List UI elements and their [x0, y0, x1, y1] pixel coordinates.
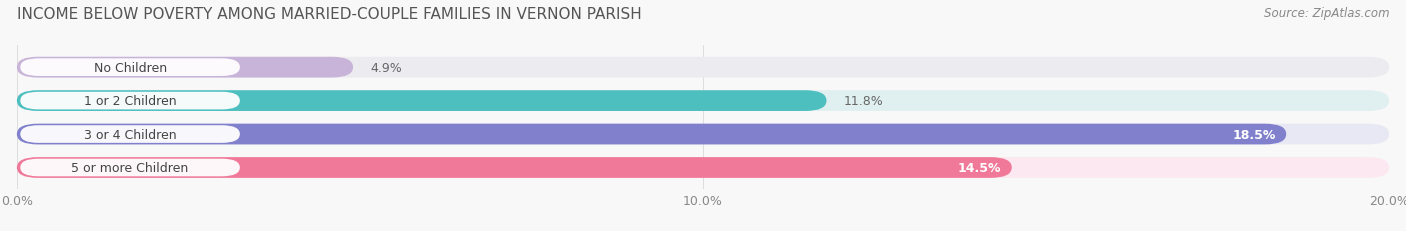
- FancyBboxPatch shape: [20, 159, 240, 176]
- Text: 1 or 2 Children: 1 or 2 Children: [84, 95, 176, 108]
- FancyBboxPatch shape: [17, 158, 1012, 178]
- Text: 3 or 4 Children: 3 or 4 Children: [84, 128, 176, 141]
- Text: Source: ZipAtlas.com: Source: ZipAtlas.com: [1264, 7, 1389, 20]
- FancyBboxPatch shape: [17, 158, 1389, 178]
- Text: 11.8%: 11.8%: [844, 95, 883, 108]
- FancyBboxPatch shape: [17, 58, 1389, 78]
- Text: 4.9%: 4.9%: [370, 61, 402, 74]
- Text: 5 or more Children: 5 or more Children: [72, 161, 188, 174]
- FancyBboxPatch shape: [20, 92, 240, 110]
- Text: No Children: No Children: [94, 61, 167, 74]
- Text: 14.5%: 14.5%: [957, 161, 1001, 174]
- Text: 18.5%: 18.5%: [1233, 128, 1275, 141]
- FancyBboxPatch shape: [17, 58, 353, 78]
- FancyBboxPatch shape: [17, 124, 1286, 145]
- FancyBboxPatch shape: [17, 91, 1389, 112]
- FancyBboxPatch shape: [17, 124, 1389, 145]
- FancyBboxPatch shape: [20, 126, 240, 143]
- FancyBboxPatch shape: [17, 91, 827, 112]
- FancyBboxPatch shape: [20, 59, 240, 77]
- Text: INCOME BELOW POVERTY AMONG MARRIED-COUPLE FAMILIES IN VERNON PARISH: INCOME BELOW POVERTY AMONG MARRIED-COUPL…: [17, 7, 641, 22]
